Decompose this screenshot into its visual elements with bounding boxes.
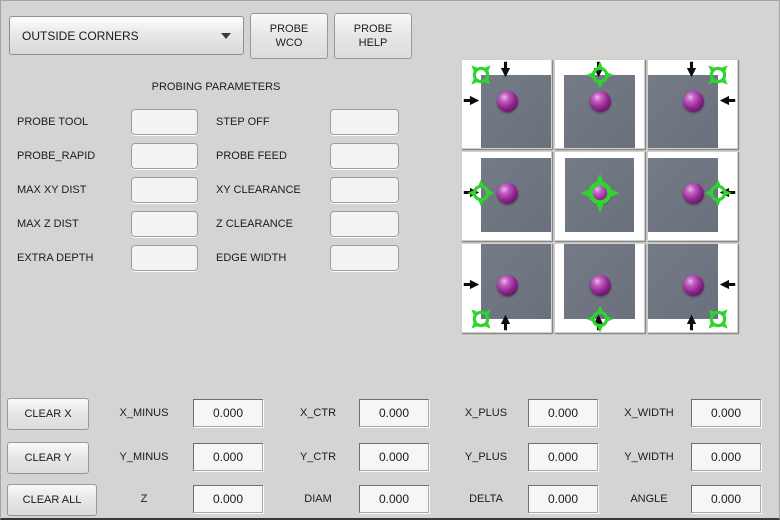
probe-ball bbox=[589, 91, 611, 113]
arrow-up-icon bbox=[593, 314, 603, 331]
clear-x-label: CLEAR X bbox=[24, 408, 72, 420]
y-minus-label: Y_MINUS bbox=[119, 451, 169, 463]
probe-cell-edge-left[interactable] bbox=[461, 151, 552, 241]
z-label: Z bbox=[140, 493, 148, 505]
crosshair-target-icon bbox=[584, 60, 615, 91]
max-z-dist-label: MAX Z DIST bbox=[17, 218, 79, 230]
probe-tool-input[interactable] bbox=[131, 109, 198, 135]
z-clearance-input[interactable] bbox=[330, 211, 399, 237]
arrow-left-icon bbox=[719, 280, 736, 290]
crosshair-target-icon bbox=[584, 303, 615, 332]
extra-depth-input[interactable] bbox=[131, 245, 198, 271]
workpiece-square bbox=[648, 74, 719, 148]
max-xy-dist-input[interactable] bbox=[131, 177, 198, 203]
arrow-up-icon bbox=[686, 314, 696, 331]
max-z-dist-input[interactable] bbox=[131, 211, 198, 237]
probe-ball bbox=[682, 91, 704, 113]
probe-wco-button[interactable]: PROBE WCO bbox=[250, 13, 328, 59]
probe-ball bbox=[496, 91, 518, 113]
step-off-input[interactable] bbox=[330, 109, 399, 135]
crosshair-target-icon bbox=[580, 173, 620, 213]
chevron-down-icon bbox=[221, 32, 231, 39]
workpiece-square bbox=[480, 74, 551, 148]
probe-mode-value: OUTSIDE CORNERS bbox=[22, 28, 139, 43]
probe-cell-corner-bottom-left[interactable] bbox=[461, 243, 552, 333]
y-ctr-label: Y_CTR bbox=[299, 451, 337, 463]
parameters-title: PROBING PARAMETERS bbox=[151, 81, 281, 93]
arrow-right-icon bbox=[463, 96, 480, 106]
x-plus-value: 0.000 bbox=[528, 399, 598, 427]
z-clearance-label: Z CLEARANCE bbox=[216, 218, 294, 230]
crosshair-target-icon bbox=[703, 178, 734, 209]
probe-ball bbox=[496, 183, 518, 205]
xy-clearance-input[interactable] bbox=[330, 177, 399, 203]
probe-cell-edge-top[interactable] bbox=[554, 59, 645, 149]
diam-value: 0.000 bbox=[359, 485, 429, 513]
probe-cell-edge-right[interactable] bbox=[647, 151, 738, 241]
probe-help-label-line1: PROBE bbox=[353, 23, 393, 35]
clear-y-label: CLEAR Y bbox=[24, 452, 72, 464]
y-width-label: Y_WIDTH bbox=[624, 451, 674, 463]
delta-label: DELTA bbox=[469, 493, 503, 505]
probe-cell-center[interactable] bbox=[554, 151, 645, 241]
z-value: 0.000 bbox=[193, 485, 263, 513]
clear-all-button[interactable]: CLEAR ALL bbox=[7, 484, 97, 516]
arrow-down-icon bbox=[686, 61, 696, 78]
arrow-down-icon bbox=[500, 61, 510, 78]
xy-clearance-label: XY CLEARANCE bbox=[216, 184, 301, 196]
delta-value: 0.000 bbox=[528, 485, 598, 513]
probe-help-button[interactable]: PROBE HELP bbox=[334, 13, 412, 59]
probe-rapid-label: PROBE_RAPID bbox=[17, 150, 96, 162]
probe-feed-input[interactable] bbox=[330, 143, 399, 169]
probe-ball bbox=[589, 275, 611, 297]
probe-feed-label: PROBE FEED bbox=[216, 150, 287, 162]
x-plus-label: X_PLUS bbox=[464, 407, 508, 419]
x-ctr-value: 0.000 bbox=[359, 399, 429, 427]
probe-position-grid bbox=[461, 59, 738, 333]
probe-wco-label-line2: WCO bbox=[275, 37, 303, 49]
crosshair-target-icon bbox=[465, 178, 496, 209]
angle-label: ANGLE bbox=[630, 493, 668, 505]
arrow-up-icon bbox=[500, 314, 510, 331]
edge-width-label: EDGE WIDTH bbox=[216, 252, 287, 264]
y-plus-value: 0.000 bbox=[528, 443, 598, 471]
probe-cell-edge-bottom[interactable] bbox=[554, 243, 645, 333]
probe-cell-corner-top-left[interactable] bbox=[461, 59, 552, 149]
clear-all-label: CLEAR ALL bbox=[22, 494, 82, 506]
probe-wco-label-line1: PROBE bbox=[269, 23, 309, 35]
x-width-label: X_WIDTH bbox=[624, 407, 674, 419]
clear-y-button[interactable]: CLEAR Y bbox=[7, 442, 89, 474]
probe-tool-label: PROBE TOOL bbox=[17, 116, 89, 128]
probe-rapid-input[interactable] bbox=[131, 143, 198, 169]
clear-x-button[interactable]: CLEAR X bbox=[7, 398, 89, 430]
x-ctr-label: X_CTR bbox=[299, 407, 337, 419]
x-minus-label: X_MINUS bbox=[119, 407, 169, 419]
probe-ball bbox=[682, 275, 704, 297]
probe-cell-corner-bottom-right[interactable] bbox=[647, 243, 738, 333]
x-width-value: 0.000 bbox=[691, 399, 761, 427]
y-ctr-value: 0.000 bbox=[359, 443, 429, 471]
x-minus-value: 0.000 bbox=[193, 399, 263, 427]
probe-help-label-line2: HELP bbox=[358, 37, 388, 49]
arrow-right-icon bbox=[463, 280, 480, 290]
step-off-label: STEP OFF bbox=[216, 116, 270, 128]
diam-label: DIAM bbox=[304, 493, 332, 505]
extra-depth-label: EXTRA DEPTH bbox=[17, 252, 94, 264]
probe-cell-corner-top-right[interactable] bbox=[647, 59, 738, 149]
edge-width-input[interactable] bbox=[330, 245, 399, 271]
y-plus-label: Y_PLUS bbox=[464, 451, 508, 463]
y-minus-value: 0.000 bbox=[193, 443, 263, 471]
arrow-left-icon bbox=[719, 96, 736, 106]
probe-mode-dropdown[interactable]: OUTSIDE CORNERS bbox=[9, 16, 244, 55]
y-width-value: 0.000 bbox=[691, 443, 761, 471]
angle-value: 0.000 bbox=[691, 485, 761, 513]
probe-ball bbox=[496, 275, 518, 297]
max-xy-dist-label: MAX XY DIST bbox=[17, 184, 87, 196]
probe-ball bbox=[682, 183, 704, 205]
